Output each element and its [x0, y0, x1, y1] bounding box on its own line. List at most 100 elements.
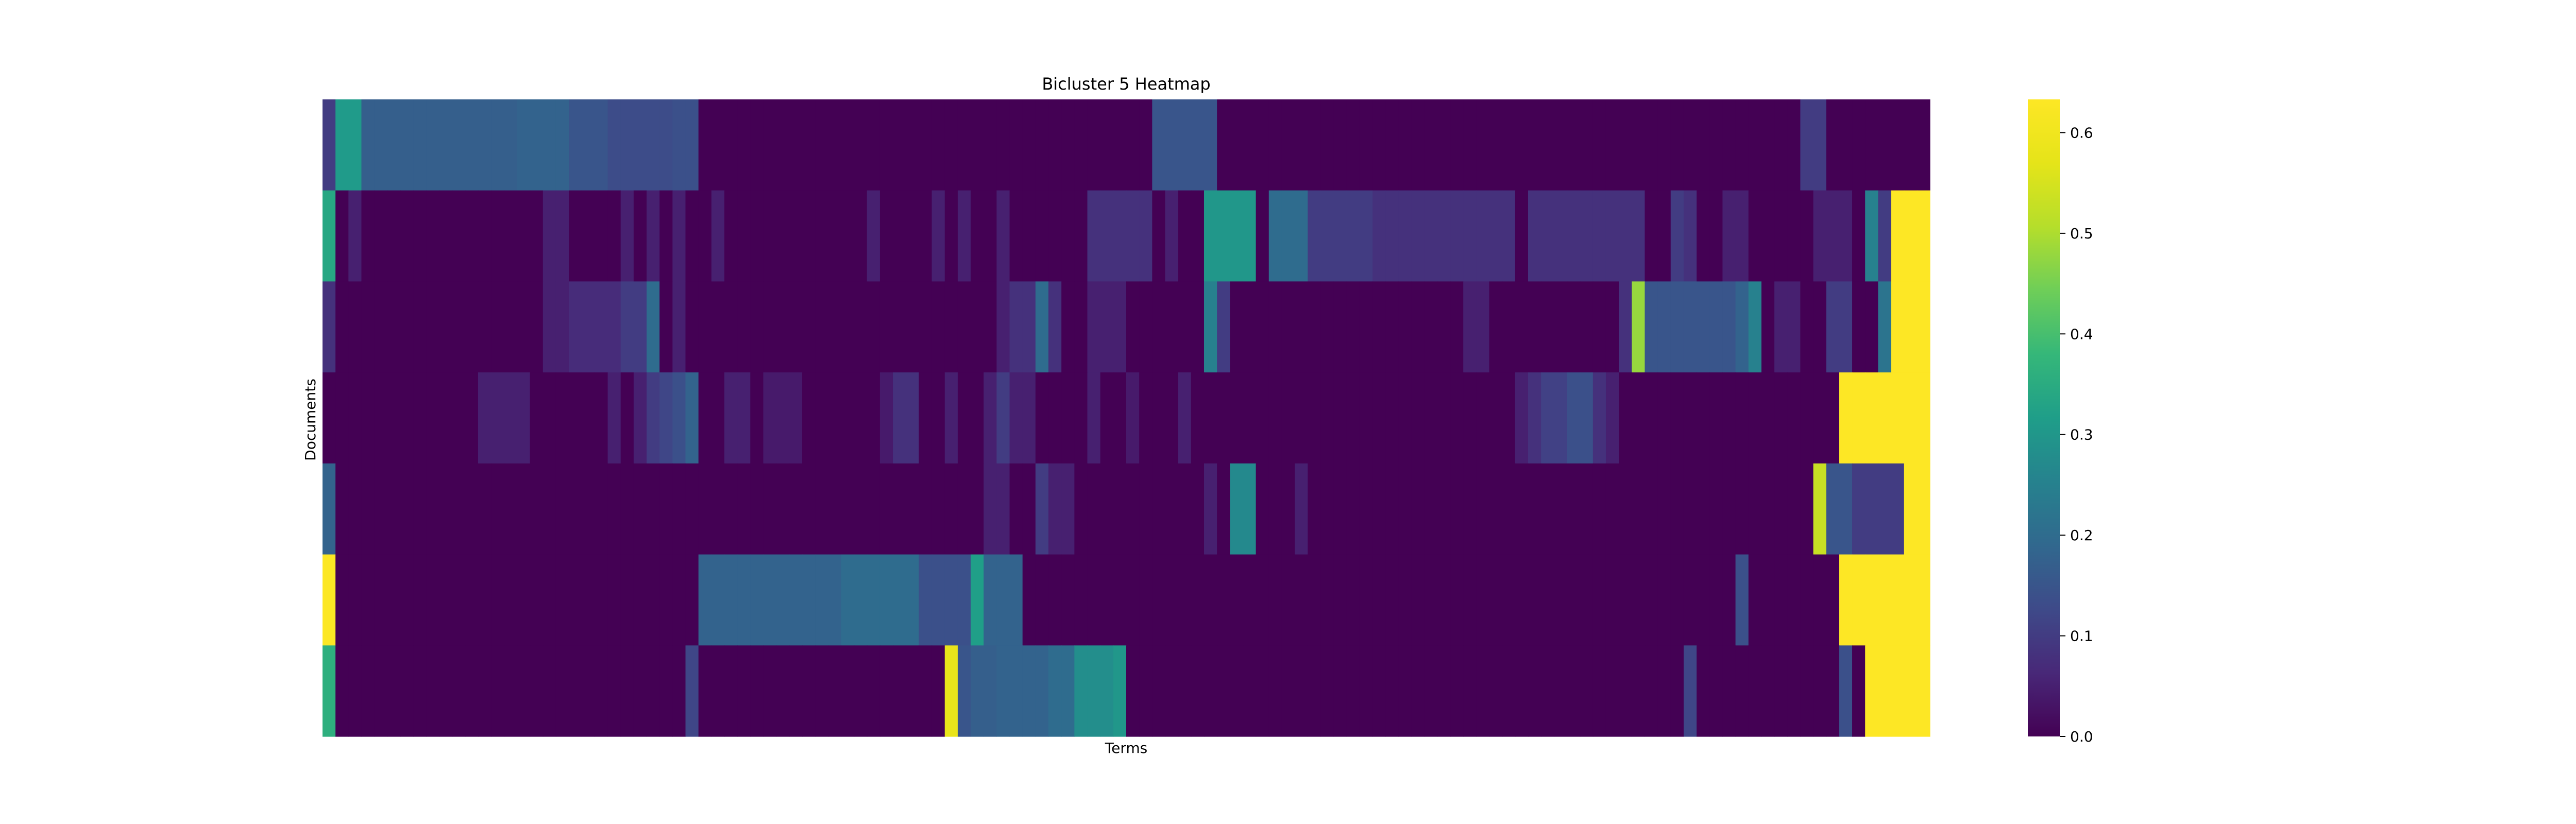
heatmap-cell: [1359, 645, 1373, 737]
heatmap-cell: [659, 372, 673, 464]
heatmap-cell: [465, 281, 479, 373]
heatmap-cell: [1839, 554, 1853, 646]
heatmap-cell: [685, 99, 699, 191]
heatmap-cell: [1437, 190, 1451, 282]
heatmap-cell: [607, 190, 621, 282]
heatmap-cell: [323, 372, 336, 464]
heatmap-cell: [1891, 99, 1905, 191]
heatmap-cell: [569, 372, 582, 464]
heatmap-cell: [1346, 190, 1360, 282]
colorbar-tick-label: 0.6: [2070, 124, 2093, 141]
heatmap-cell: [1865, 99, 1878, 191]
heatmap-cell: [1774, 554, 1788, 646]
heatmap-cell: [854, 99, 868, 191]
heatmap-cell: [439, 190, 453, 282]
heatmap-cell: [491, 463, 504, 555]
heatmap-cell: [439, 463, 453, 555]
heatmap-cell: [1748, 372, 1762, 464]
heatmap-cell: [517, 281, 531, 373]
heatmap-cell: [491, 99, 504, 191]
heatmap-cell: [1670, 190, 1684, 282]
heatmap-cell: [374, 554, 388, 646]
heatmap-cell: [984, 190, 997, 282]
heatmap-cell: [1515, 372, 1529, 464]
heatmap-cell: [1359, 99, 1373, 191]
heatmap-cell: [802, 372, 816, 464]
heatmap-cell: [1437, 372, 1451, 464]
heatmap-cell: [1308, 645, 1321, 737]
heatmap-cell: [1748, 554, 1762, 646]
colorbar-tick-label: 0.0: [2070, 728, 2093, 745]
heatmap-cell: [1074, 372, 1088, 464]
heatmap-cell: [879, 372, 893, 464]
heatmap-cell: [1437, 645, 1451, 737]
heatmap-cell: [776, 281, 790, 373]
heatmap-cell: [1074, 645, 1088, 737]
heatmap-cell: [802, 99, 816, 191]
heatmap-cell: [1878, 645, 1892, 737]
heatmap-cell: [413, 554, 427, 646]
heatmap-cell: [374, 281, 388, 373]
heatmap-cell: [931, 554, 945, 646]
heatmap-cell: [879, 645, 893, 737]
heatmap-cell: [815, 645, 828, 737]
heatmap-cell: [452, 190, 466, 282]
heatmap-cell: [1787, 372, 1801, 464]
heatmap-cell: [1009, 281, 1023, 373]
heatmap-cell: [1528, 463, 1541, 555]
heatmap-cell: [672, 190, 686, 282]
heatmap-cell: [1139, 190, 1153, 282]
heatmap-cell: [1515, 463, 1529, 555]
heatmap-cell: [569, 645, 582, 737]
heatmap-cell: [789, 463, 803, 555]
heatmap-cell: [323, 463, 336, 555]
heatmap-cell: [1839, 190, 1853, 282]
heatmap-cell: [1489, 99, 1503, 191]
heatmap-cell: [1048, 463, 1062, 555]
heatmap-cell: [426, 645, 440, 737]
heatmap-cell: [659, 99, 673, 191]
heatmap-cell: [776, 463, 790, 555]
heatmap-cell: [1411, 281, 1425, 373]
heatmap-cell: [919, 190, 933, 282]
heatmap-cell: [879, 190, 893, 282]
heatmap-cell: [1489, 463, 1503, 555]
heatmap-cell: [1787, 99, 1801, 191]
heatmap-cell: [1450, 645, 1464, 737]
heatmap-cell: [1230, 554, 1244, 646]
heatmap-cell: [361, 99, 375, 191]
heatmap-cell: [478, 281, 492, 373]
heatmap-cell: [1035, 554, 1049, 646]
heatmap-cell: [400, 463, 414, 555]
heatmap-cell: [1268, 645, 1282, 737]
heatmap-cell: [672, 99, 686, 191]
heatmap-cell: [971, 645, 984, 737]
heatmap-cell: [1865, 463, 1878, 555]
heatmap-cell: [1632, 463, 1646, 555]
heatmap-cell: [1619, 554, 1632, 646]
heatmap-cell: [750, 645, 764, 737]
heatmap-cell: [1256, 645, 1269, 737]
heatmap-cell: [1567, 463, 1581, 555]
heatmap-cell: [1528, 372, 1541, 464]
heatmap-cell: [1256, 190, 1269, 282]
heatmap-cell: [1567, 99, 1581, 191]
heatmap-cell: [1813, 281, 1827, 373]
heatmap-cell: [348, 645, 362, 737]
heatmap-cell: [724, 645, 738, 737]
heatmap-cell: [1048, 281, 1062, 373]
heatmap-cell: [1268, 190, 1282, 282]
heatmap-cell: [1385, 463, 1399, 555]
heatmap-cell: [1619, 190, 1632, 282]
heatmap-cell: [1904, 645, 1918, 737]
heatmap-cell: [685, 463, 699, 555]
heatmap-cell: [1424, 645, 1438, 737]
heatmap-cell: [1865, 190, 1878, 282]
heatmap-cell: [1515, 281, 1529, 373]
heatmap-cell: [1722, 645, 1736, 737]
heatmap-cell: [1748, 645, 1762, 737]
heatmap-cell: [1398, 281, 1412, 373]
heatmap-cell: [1670, 554, 1684, 646]
heatmap-cell: [698, 99, 712, 191]
heatmap-cell: [1476, 372, 1490, 464]
